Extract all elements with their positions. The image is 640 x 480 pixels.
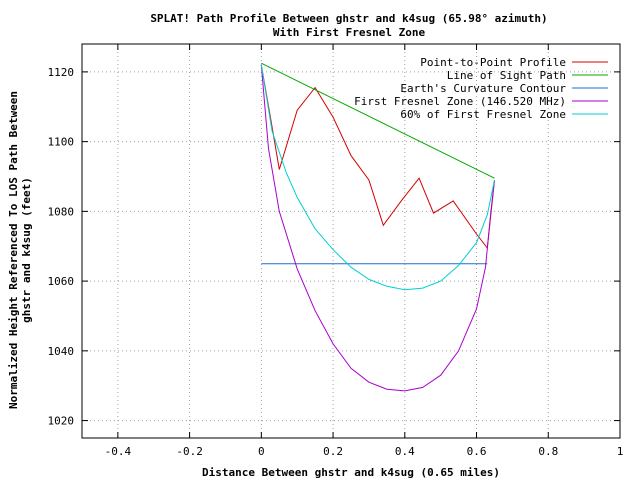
- x-tick-label: -0.4: [105, 445, 132, 458]
- y-axis-label-line1: Normalized Height Referenced To LOS Path…: [7, 91, 20, 409]
- series-line-5: [260, 64, 495, 291]
- x-tick-label: -0.2: [176, 445, 203, 458]
- y-tick-label: 1040: [48, 345, 75, 358]
- y-tick-label: 1120: [48, 66, 75, 79]
- axis-ticks: -0.4 -0.2 0 0.2 0.4 0.6 0.8 1 1020 1040 1060 1080 11…: [48, 44, 624, 458]
- x-tick-label: 0.2: [323, 445, 343, 458]
- grid-lines: [82, 44, 621, 438]
- legend-label-4: First Fresnel Zone (146.520 MHz): [354, 95, 566, 108]
- y-tick-label: 1080: [48, 205, 75, 218]
- y-tick-label: 1060: [48, 275, 75, 288]
- x-tick-label: 1: [617, 445, 624, 458]
- legend-label-5: 60% of First Fresnel Zone: [400, 108, 566, 121]
- series-lines: [260, 62, 495, 392]
- y-tick-label: 1100: [48, 136, 75, 149]
- x-tick-label: 0: [258, 445, 265, 458]
- chart-subtitle: With First Fresnel Zone: [273, 26, 426, 39]
- legend-label-2: Line of Sight Path: [447, 69, 566, 82]
- series-line-1: [260, 64, 495, 250]
- y-axis-label-line2: ghstr and k4sug (feet): [20, 177, 33, 323]
- x-tick-label: 0.4: [395, 445, 415, 458]
- x-tick-label: 0.6: [467, 445, 487, 458]
- legend-label-1: Point-to-Point Profile: [420, 56, 566, 69]
- x-axis-label: Distance Between ghstr and k4sug (0.65 m…: [202, 466, 500, 479]
- series-line-4: [260, 64, 495, 392]
- series-line-2: [261, 62, 495, 179]
- chart-title: SPLAT! Path Profile Between ghstr and k4…: [150, 12, 547, 25]
- x-tick-label: 0.8: [538, 445, 558, 458]
- legend-label-3: Earth's Curvature Contour: [400, 82, 566, 95]
- y-tick-label: 1020: [48, 415, 75, 428]
- plot-frame: [81, 43, 621, 439]
